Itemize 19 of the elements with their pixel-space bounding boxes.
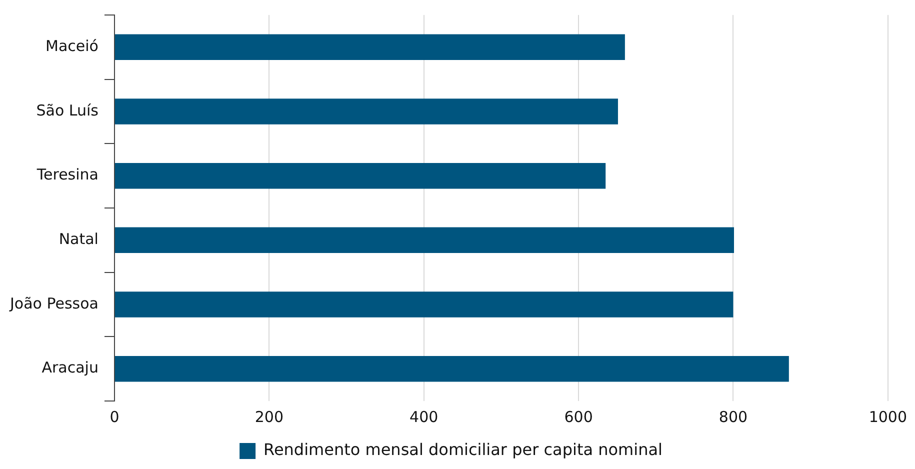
y-tick-label: Natal <box>58 230 98 248</box>
x-tick-label: 0 <box>110 408 120 426</box>
x-tick-label: 600 <box>564 408 593 426</box>
bar <box>114 292 734 318</box>
x-tick-label: 800 <box>718 408 748 426</box>
y-tick-label: São Luís <box>36 101 99 120</box>
bar <box>114 356 789 382</box>
y-tick-label: Teresina <box>36 166 98 184</box>
bar <box>114 227 734 254</box>
x-tick-label: 200 <box>254 408 284 426</box>
y-tick-label: João Pessoa <box>8 294 98 312</box>
x-tick-label: 400 <box>410 408 438 426</box>
y-tick-label: Aracaju <box>42 358 98 377</box>
bar <box>114 34 625 60</box>
bar <box>114 98 618 124</box>
x-tick-label: 1000 <box>868 408 908 426</box>
bar <box>114 162 606 189</box>
y-tick-label: Maceió <box>46 37 98 56</box>
legend-label: Rendimento mensal domiciliar per capita nominal <box>264 440 662 460</box>
